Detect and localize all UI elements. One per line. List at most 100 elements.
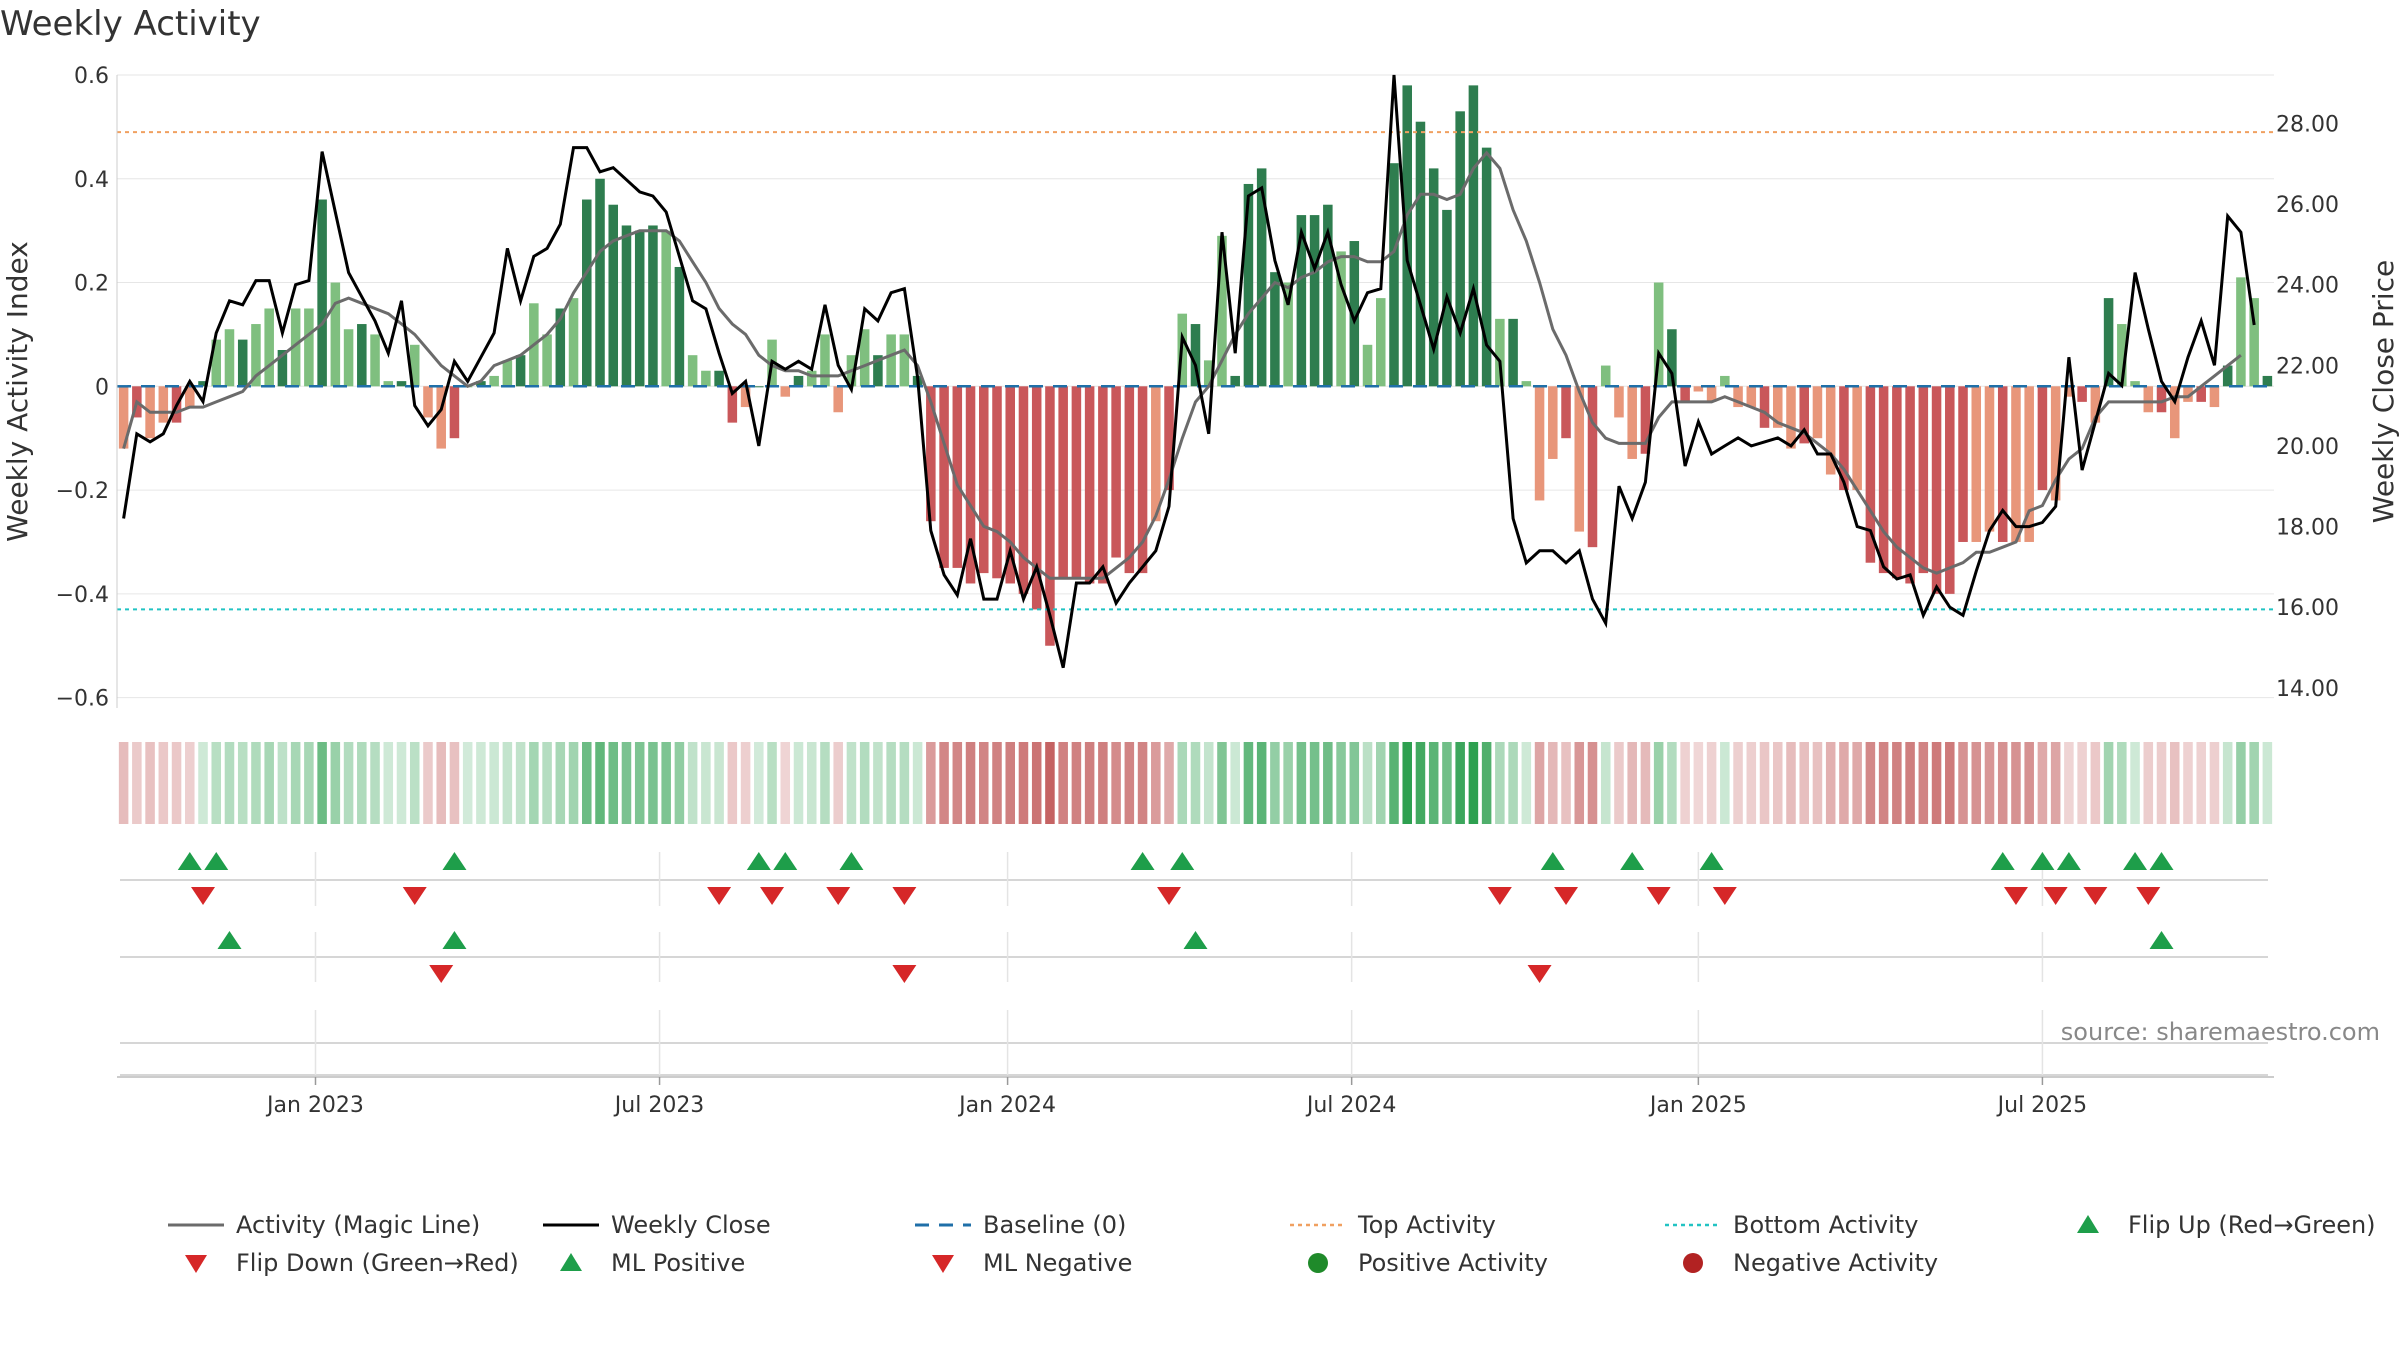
heat-cell: [2236, 742, 2246, 824]
activity-bar: [2064, 386, 2074, 397]
ml-positive-marker: [217, 931, 242, 949]
heat-cell: [1839, 742, 1849, 824]
heat-cell: [290, 742, 301, 824]
heat-cell: [1892, 742, 1902, 824]
heat-cell: [2077, 742, 2087, 824]
heat-cell: [330, 742, 341, 824]
heat-cell: [529, 742, 539, 824]
heat-cell: [118, 742, 129, 824]
legend-label: Baseline (0): [983, 1211, 1126, 1239]
legend-swatch: [1683, 1253, 1703, 1273]
flip-up-marker: [773, 852, 798, 870]
heat-cell: [859, 742, 870, 824]
heat-cell: [1362, 742, 1373, 824]
heat-cell: [2249, 742, 2259, 824]
heat-cell: [489, 742, 499, 824]
heat-cell: [582, 742, 592, 824]
flip-down-marker: [191, 887, 216, 905]
heat-cell: [317, 742, 327, 824]
legend-label: ML Negative: [983, 1249, 1132, 1277]
weekly-close-line: [122, 74, 2256, 669]
activity-bar: [409, 344, 420, 387]
heat-cell: [449, 742, 460, 824]
heat-cell: [409, 742, 420, 824]
activity-bar: [357, 324, 367, 387]
heat-cell: [1706, 742, 1717, 824]
heat-cell: [926, 742, 936, 824]
activity-bar: [899, 334, 910, 387]
flip-down-marker: [1157, 887, 1182, 905]
activity-bar: [1349, 241, 1360, 387]
activity-bar: [859, 329, 870, 387]
activity-bar: [1508, 318, 1518, 387]
heat-cell: [198, 742, 208, 824]
legend-swatch: [2077, 1215, 2099, 1233]
heat-cell: [1759, 742, 1770, 824]
heat-cell: [740, 742, 751, 824]
heat-cell: [2011, 742, 2021, 824]
heat-cell: [1931, 742, 1942, 824]
flip-down-marker: [402, 887, 427, 905]
heat-cell: [2130, 742, 2140, 824]
activity-bar: [1746, 386, 1757, 408]
right-tick-label: 24.00: [2276, 274, 2339, 299]
legend-item: Positive Activity: [1308, 1249, 1548, 1277]
legend-item: Baseline (0): [915, 1211, 1126, 1239]
heat-cell: [1561, 742, 1571, 824]
heat-cell: [992, 742, 1002, 824]
flip-down-marker: [2003, 887, 2028, 905]
heat-cell: [1323, 742, 1333, 824]
ml-positive-marker: [442, 931, 467, 949]
activity-bar: [1561, 386, 1571, 439]
activity-bar: [1852, 386, 1862, 491]
activity-bar: [1548, 386, 1558, 459]
heat-cell: [423, 742, 433, 824]
heat-cell: [1309, 742, 1320, 824]
left-tick-label: −0.6: [56, 687, 109, 712]
activity-bar: [1045, 386, 1055, 646]
activity-bar: [1256, 168, 1267, 387]
heat-cell: [1031, 742, 1042, 824]
activity-bar: [1534, 386, 1545, 501]
heat-cell: [754, 742, 764, 824]
activity-bar: [2222, 365, 2233, 387]
flip-up-marker: [2123, 852, 2148, 870]
x-axis: Jan 2023 Jul 2023 Jan 2024 Jul 2024 Jan 2025…: [117, 1076, 2274, 1118]
activity-bar: [118, 386, 129, 449]
heat-cell: [846, 742, 857, 824]
activity-bar: [277, 349, 288, 387]
heat-cell: [1296, 742, 1307, 824]
heat-cell: [1256, 742, 1267, 824]
heat-cell: [939, 742, 949, 824]
heat-cell: [806, 742, 817, 824]
activity-bar: [661, 230, 671, 387]
activity-bar: [806, 370, 817, 387]
heat-cell: [687, 742, 698, 824]
activity-bar: [330, 282, 341, 387]
legend: Activity (Magic Line) Weekly Close Baselin…: [168, 1211, 2376, 1277]
activity-bar: [1799, 386, 1809, 444]
activity-bar: [185, 386, 195, 408]
legend-swatch: [560, 1253, 582, 1271]
heat-cell: [1786, 742, 1796, 824]
heat-cell: [542, 742, 552, 824]
legend-label: Flip Down (Green→Red): [236, 1249, 519, 1277]
activity-bar: [1270, 272, 1280, 387]
activity-bar: [714, 370, 724, 387]
activity-bar: [237, 339, 248, 387]
heat-cell: [1945, 742, 1955, 824]
activity-bar: [1786, 386, 1796, 449]
heat-cell: [899, 742, 910, 824]
activity-bar: [251, 324, 261, 387]
activity-bar: [634, 230, 645, 387]
heat-cell: [1336, 742, 1346, 824]
activity-bar: [304, 308, 314, 387]
left-tick-label: 0.4: [74, 168, 109, 193]
activity-bar: [1018, 386, 1029, 594]
activity-bar: [224, 329, 235, 387]
right-tick-label: 18.00: [2276, 516, 2339, 541]
activity-bar: [754, 386, 764, 388]
activity-bar: [1481, 147, 1492, 387]
source-label: source: sharemaestro.com: [2061, 1018, 2380, 1046]
heat-cell: [1905, 742, 1915, 824]
